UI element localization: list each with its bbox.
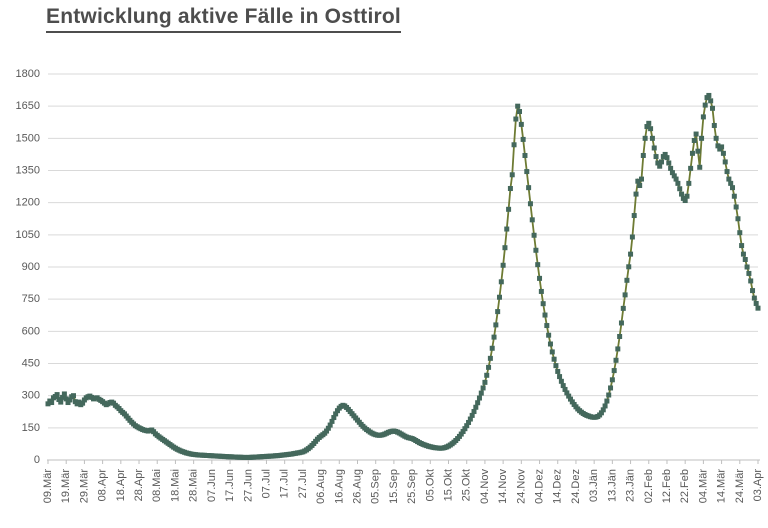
- svg-text:28.Mai: 28.Mai: [188, 469, 200, 502]
- svg-text:29.Mär: 29.Mär: [78, 469, 90, 504]
- svg-text:17.Jun: 17.Jun: [224, 469, 236, 502]
- svg-text:18.Mai: 18.Mai: [169, 469, 181, 502]
- svg-text:23.Jän: 23.Jän: [625, 469, 637, 502]
- svg-text:28.Apr: 28.Apr: [133, 469, 145, 502]
- svg-text:05.Sep: 05.Sep: [370, 469, 382, 504]
- svg-text:1800: 1800: [16, 68, 40, 80]
- svg-text:25.Sep: 25.Sep: [406, 469, 418, 504]
- svg-text:12.Feb: 12.Feb: [661, 469, 673, 503]
- svg-text:15.Sep: 15.Sep: [388, 469, 400, 504]
- svg-text:05.Okt: 05.Okt: [424, 469, 436, 501]
- svg-text:1350: 1350: [16, 165, 40, 177]
- svg-text:26.Aug: 26.Aug: [351, 469, 363, 504]
- svg-text:450: 450: [22, 358, 40, 370]
- x-axis: [47, 459, 760, 464]
- svg-text:16.Aug: 16.Aug: [333, 469, 345, 504]
- svg-text:900: 900: [22, 261, 40, 273]
- svg-text:750: 750: [22, 293, 40, 305]
- svg-text:07.Jun: 07.Jun: [206, 469, 218, 502]
- svg-text:09.Mär: 09.Mär: [42, 469, 54, 504]
- y-gridlines: [48, 73, 758, 429]
- svg-text:25.Okt: 25.Okt: [461, 469, 473, 501]
- data-line: [47, 93, 759, 459]
- svg-text:1050: 1050: [16, 229, 40, 241]
- svg-text:22.Feb: 22.Feb: [679, 469, 691, 503]
- svg-text:1650: 1650: [16, 100, 40, 112]
- data-markers: [45, 92, 761, 460]
- svg-text:06.Aug: 06.Aug: [315, 469, 327, 504]
- svg-text:02.Feb: 02.Feb: [643, 469, 655, 503]
- svg-text:18.Apr: 18.Apr: [115, 469, 127, 502]
- svg-text:04.Mär: 04.Mär: [697, 469, 709, 504]
- svg-text:14.Dez: 14.Dez: [552, 469, 564, 504]
- svg-text:08.Apr: 08.Apr: [97, 469, 109, 502]
- svg-text:24.Dez: 24.Dez: [570, 469, 582, 504]
- svg-text:27.Jul: 27.Jul: [297, 469, 309, 498]
- svg-text:24.Mär: 24.Mär: [734, 469, 746, 504]
- svg-text:1200: 1200: [16, 197, 40, 209]
- svg-text:04.Nov: 04.Nov: [479, 469, 491, 504]
- svg-text:1500: 1500: [16, 132, 40, 144]
- svg-text:300: 300: [22, 390, 40, 402]
- svg-text:03.Apr: 03.Apr: [752, 469, 764, 502]
- svg-text:14.Nov: 14.Nov: [497, 469, 509, 504]
- svg-text:07.Jul: 07.Jul: [260, 469, 272, 498]
- svg-text:03.Jän: 03.Jän: [588, 469, 600, 502]
- svg-text:150: 150: [22, 422, 40, 434]
- svg-text:13.Jän: 13.Jän: [606, 469, 618, 502]
- svg-text:0: 0: [34, 454, 40, 466]
- svg-text:24.Nov: 24.Nov: [515, 469, 527, 504]
- x-axis-labels: 09.Mär 19.Mär 29.Mär 08.Apr 18.Apr 28.Apr 08.M…: [42, 469, 764, 504]
- svg-text:17.Jul: 17.Jul: [279, 469, 291, 498]
- svg-text:19.Mär: 19.Mär: [60, 469, 72, 504]
- svg-text:600: 600: [22, 325, 40, 337]
- y-axis-labels: 0 150 300 450 600 750 900 1050 1200 1350 1500 1650 1…: [16, 68, 40, 466]
- chart-title-wrap: Entwicklung aktive Fälle in Osttirol: [46, 5, 401, 33]
- svg-text:14.Mär: 14.Mär: [716, 469, 728, 504]
- svg-text:08.Mai: 08.Mai: [151, 469, 163, 502]
- svg-text:15.Okt: 15.Okt: [443, 469, 455, 501]
- svg-text:27.Jun: 27.Jun: [242, 469, 254, 502]
- chart-title: Entwicklung aktive Fälle in Osttirol: [46, 5, 401, 33]
- svg-text:04.Dez: 04.Dez: [534, 469, 546, 504]
